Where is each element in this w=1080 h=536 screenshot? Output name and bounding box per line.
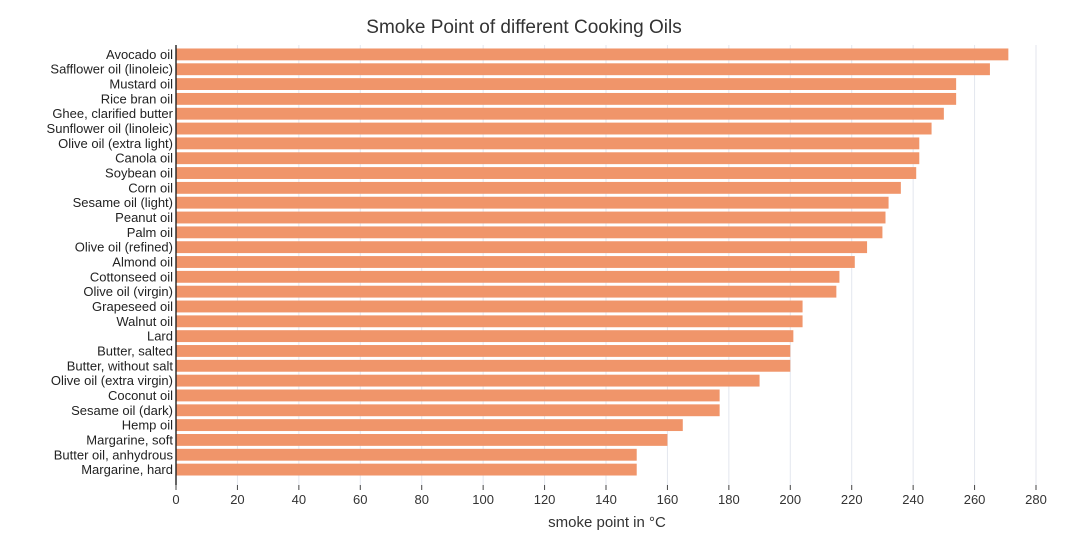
category-label: Almond oil [112, 255, 173, 270]
category-label: Butter oil, anhydrous [54, 447, 174, 462]
x-tick-label: 200 [779, 492, 801, 507]
x-tick-label: 260 [964, 492, 986, 507]
category-label: Butter, without salt [67, 358, 174, 373]
category-label: Cottonseed oil [90, 269, 173, 284]
bar [176, 285, 837, 298]
category-label: Walnut oil [116, 314, 173, 329]
category-label: Sesame oil (dark) [71, 403, 173, 418]
bar [176, 300, 803, 313]
bar [176, 196, 889, 209]
x-tick-label: 80 [414, 492, 428, 507]
x-tick-label: 100 [472, 492, 494, 507]
bar [176, 167, 917, 179]
bar [176, 256, 855, 268]
x-axis-title: smoke point in °C [548, 514, 666, 531]
bar [176, 63, 990, 76]
category-label: Avocado oil [106, 47, 173, 62]
bar [176, 330, 794, 343]
category-label: Coconut oil [108, 388, 173, 403]
x-tick-label: 220 [841, 492, 863, 507]
bar [176, 389, 720, 402]
category-label: Olive oil (extra light) [58, 136, 173, 151]
category-label: Hemp oil [122, 418, 173, 433]
bar [176, 419, 683, 432]
category-label: Palm oil [127, 225, 173, 240]
x-tick-label: 40 [292, 492, 306, 507]
category-label: Mustard oil [109, 77, 173, 92]
category-label: Grapeseed oil [92, 299, 173, 314]
bar [176, 434, 668, 446]
x-tick-label: 240 [902, 492, 924, 507]
x-tick-label: 60 [353, 492, 367, 507]
bar [176, 315, 803, 328]
bar [176, 270, 840, 283]
bar [176, 181, 901, 194]
category-label: Rice bran oil [101, 91, 173, 106]
x-tick-label: 120 [534, 492, 556, 507]
bar [176, 152, 920, 165]
category-label: Safflower oil (linoleic) [50, 62, 173, 77]
category-label: Peanut oil [115, 210, 173, 225]
category-label: Butter, salted [97, 343, 173, 358]
x-tick-label: 180 [718, 492, 740, 507]
bar [176, 404, 720, 417]
x-tick-label: 280 [1025, 492, 1047, 507]
x-tick-label: 160 [657, 492, 679, 507]
bar [176, 345, 791, 357]
bar [176, 211, 886, 224]
bar [176, 48, 1009, 61]
bar [176, 137, 920, 150]
category-label: Sunflower oil (linoleic) [47, 121, 173, 136]
bar [176, 92, 957, 105]
bar [176, 241, 868, 254]
bars [176, 48, 1009, 476]
category-label: Soybean oil [105, 166, 173, 181]
x-tick-label: 20 [230, 492, 244, 507]
bar [176, 226, 883, 239]
category-label: Sesame oil (light) [73, 195, 173, 210]
category-label: Margarine, soft [86, 432, 173, 447]
x-axis: 0 20 40 60 80 100 120 140 160 180 200 220 240 260 280 [172, 45, 1047, 507]
category-label: Margarine, hard [81, 462, 173, 477]
category-label: Corn oil [128, 180, 173, 195]
x-tick-label: 140 [595, 492, 617, 507]
category-label: Ghee, clarified butter [52, 106, 173, 121]
bar [176, 122, 932, 135]
category-label: Canola oil [115, 151, 173, 166]
category-label: Olive oil (refined) [75, 240, 173, 255]
chart-title: Smoke Point of different Cooking Oils [366, 17, 681, 38]
bar [176, 374, 760, 387]
category-label: Olive oil (extra virgin) [51, 373, 173, 388]
category-label: Lard [147, 329, 173, 344]
bar [176, 359, 791, 372]
x-tick-label: 0 [172, 492, 179, 507]
bar [176, 448, 637, 461]
bar [176, 463, 637, 476]
category-label: Olive oil (virgin) [83, 284, 173, 299]
bar [176, 107, 944, 120]
bar [176, 78, 957, 90]
